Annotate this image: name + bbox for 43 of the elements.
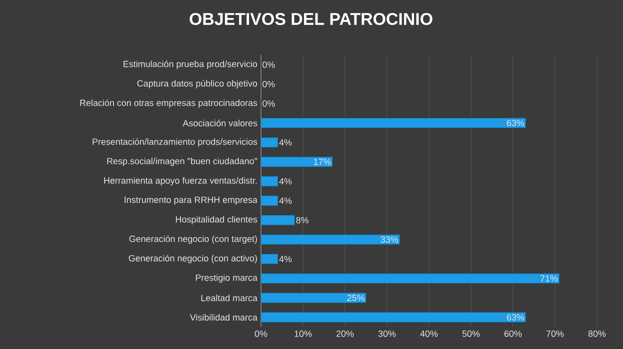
data-label: 0% [262, 100, 275, 107]
y-tick-label: Herramienta apoyo fuerza ventas/distr. [104, 177, 257, 186]
x-tick-label: 20% [336, 330, 354, 337]
y-tick-label: Generación negocio (con target) [129, 235, 257, 244]
data-label: 0% [262, 80, 275, 88]
y-tick-label: Visibilidad marca [190, 314, 258, 321]
bar [261, 215, 295, 226]
data-label: 33% [380, 236, 398, 243]
bar [261, 273, 560, 284]
data-label: 4% [279, 178, 292, 184]
bar [261, 234, 400, 245]
x-tick-label: 10% [294, 330, 312, 337]
y-tick-label: Relación con otras empresas patrocinadoras [80, 99, 258, 108]
data-label: 4% [279, 256, 292, 262]
data-label: 8% [296, 216, 308, 224]
data-label: 63% [506, 314, 524, 320]
data-label: 25% [347, 294, 364, 302]
bar [261, 312, 526, 322]
x-tick-label: 80% [588, 330, 606, 337]
x-tick-label: 0% [254, 330, 268, 337]
y-tick-label: Asociación valores [182, 120, 258, 126]
data-label: 63% [506, 120, 524, 126]
data-label: 17% [314, 158, 331, 165]
y-tick-label: Resp.social/imagen "buen ciudadano" [107, 158, 258, 166]
y-tick-label: Prestigio marca [196, 274, 258, 283]
x-tick-label: 60% [504, 330, 522, 337]
y-tick-label: Generación negocio (con activo) [128, 254, 257, 264]
x-tick-label: 40% [420, 330, 438, 337]
y-tick-label: Instrumento para RRHH empresa [124, 196, 258, 205]
x-tick-label: 70% [546, 330, 564, 337]
data-label: 4% [279, 198, 292, 204]
data-label: 71% [540, 275, 558, 282]
data-label: 0% [262, 62, 275, 68]
y-tick-label: Captura datos público objetivo [137, 80, 258, 88]
y-tick-label: Lealtad marca [201, 294, 258, 302]
y-tick-label: Estimulación prueba prod/servicio [124, 60, 258, 69]
bar [261, 118, 526, 128]
chart-title: OBJETIVOS DEL PATROCINIO [190, 13, 432, 25]
y-tick-label: Presentación/lanzamiento prods/servicios [92, 138, 258, 147]
x-tick-label: 50% [462, 330, 480, 337]
y-tick-label: Hospitalidad clientes [176, 216, 258, 224]
x-tick-label: 30% [378, 330, 396, 337]
data-label: 4% [279, 139, 292, 146]
